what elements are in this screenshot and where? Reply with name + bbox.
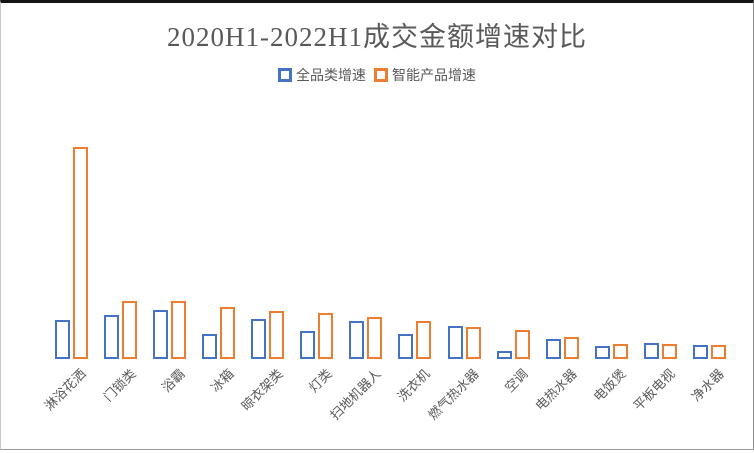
bar-series1-9 — [447, 326, 463, 359]
bar-series2-12 — [612, 344, 628, 359]
bar-series1-5 — [251, 319, 267, 359]
x-axis-label-9: 燃气热水器 — [425, 366, 482, 423]
bar-series1-2 — [104, 315, 120, 359]
x-axis-label-5: 晾衣架类 — [238, 366, 286, 414]
bar-series2-6 — [318, 313, 334, 359]
bar-series1-1 — [55, 320, 70, 359]
bar-series1-12 — [594, 346, 610, 359]
bar-series1-11 — [545, 339, 561, 359]
bar-series2-11 — [563, 337, 579, 359]
legend-label-smart-products: 智能产品增速 — [392, 69, 476, 84]
bar-series2-5 — [269, 311, 285, 359]
bar-series2-10 — [514, 330, 530, 359]
x-axis-label-8: 洗衣机 — [394, 366, 433, 405]
x-axis-label-13: 平板电视 — [630, 366, 679, 414]
bar-series1-10 — [496, 351, 512, 359]
bar-series2-9 — [465, 327, 481, 359]
bar-series1-4 — [202, 334, 218, 359]
x-axis-label-11: 电热水器 — [532, 366, 580, 414]
legend-swatch-orange-icon — [374, 68, 388, 82]
plot-area: 淋浴花洒 门锁类 浴霸 冰箱 晾衣架类 灯类 扫地机器人 洗衣机 燃气热水器 空调 电热水器 电饭煲平… — [1, 3, 754, 453]
x-axis-label-12: 电饭煲 — [590, 366, 630, 405]
bar-series2-1 — [73, 147, 88, 359]
legend-item-all-categories: 全品类增速 — [278, 65, 366, 85]
x-axis-label-6: 灯类 — [305, 366, 335, 396]
x-axis-label-4: 冰箱 — [207, 366, 237, 396]
legend-item-smart-products: 智能产品增速 — [374, 65, 476, 85]
bar-series2-7 — [367, 317, 383, 359]
bar-series1-6 — [300, 331, 316, 359]
bar-series1-13 — [643, 343, 659, 359]
bar-series2-8 — [416, 321, 432, 359]
x-axis-label-1: 淋浴花洒 — [41, 366, 90, 414]
x-axis-label-14: 净水器 — [688, 366, 728, 405]
x-axis-label-2: 门锁类 — [100, 366, 139, 405]
bar-series1-8 — [398, 334, 414, 359]
legend-swatch-blue-icon — [278, 68, 292, 82]
chart-title: 2020H1-2022H1成交金额增速对比 — [167, 22, 587, 52]
bar-series2-3 — [171, 301, 187, 359]
x-axis-label-7: 扫地机器人 — [327, 366, 384, 423]
bar-series2-13 — [661, 344, 677, 359]
x-axis-label-10: 空调 — [501, 366, 531, 396]
bar-series1-7 — [349, 321, 365, 359]
legend: 全品类增速 智能产品增速 — [1, 65, 753, 85]
bar-series2-2 — [122, 301, 138, 359]
bar-series2-14 — [710, 345, 726, 359]
bar-series1-14 — [692, 345, 708, 359]
bar-series2-4 — [220, 307, 236, 359]
x-axis-label-3: 浴霸 — [158, 366, 188, 396]
bar-series1-3 — [153, 310, 169, 359]
legend-label-all-categories: 全品类增速 — [296, 69, 366, 84]
